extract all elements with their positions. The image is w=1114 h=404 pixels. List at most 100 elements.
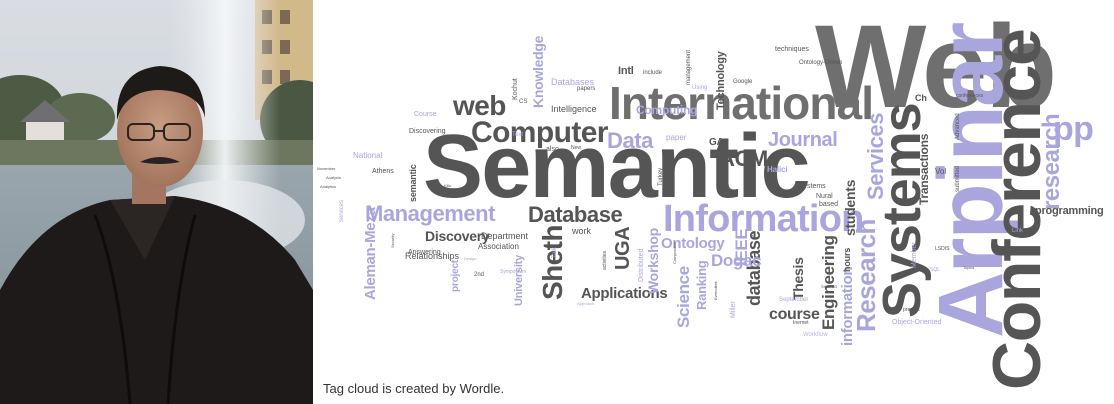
word-ontology-driven: Ontology-Driven: [799, 60, 843, 66]
word-2nd: 2nd: [474, 272, 485, 278]
word-national: National: [353, 151, 383, 160]
word-also: also: [546, 146, 559, 153]
word-management: Management: [365, 201, 496, 226]
word-techniques: techniques: [775, 46, 809, 53]
word-students: students: [842, 179, 858, 236]
word-computing: Computing: [636, 103, 698, 117]
word-analysis: Analysis: [326, 175, 341, 180]
word-data: Data: [607, 128, 653, 153]
word-security: Security: [390, 233, 395, 248]
word-programming: programming: [1035, 205, 1104, 217]
word-approach: Approach: [577, 301, 595, 306]
tag-cloud: Web Semantic Arpinar Conference Systems …: [313, 0, 1114, 404]
word-research-mid: Research: [851, 219, 881, 332]
word-new: New: [571, 145, 582, 151]
word-computer: Computer: [471, 116, 608, 149]
word-ontology: Ontology: [661, 235, 725, 252]
word-distributed: Distributed: [638, 248, 645, 282]
word-analytics: Analytics: [320, 184, 337, 189]
word-technology: Technology: [715, 51, 727, 110]
word-lsdis: LSDIS: [935, 246, 950, 252]
word-services-small: services: [339, 199, 345, 222]
word-aleman-meza: Aleman-Meza: [362, 207, 379, 300]
word-discovering: Discovering: [409, 128, 446, 135]
word-ranking: Ranking: [694, 260, 709, 310]
word-acm: ACM: [719, 146, 768, 171]
word-present: present: [903, 307, 920, 313]
word-dogac: Dogac: [711, 251, 762, 270]
word-kilic: Kilic: [444, 183, 452, 188]
word-applications: Applications: [581, 285, 668, 302]
word-uga: UGA: [612, 226, 634, 270]
portrait-photo-image: [0, 0, 313, 404]
word-databases: Databases: [551, 77, 595, 87]
word-include: include: [643, 70, 663, 76]
word-athens: Athens: [372, 168, 394, 175]
word-inernet: Inernet: [793, 320, 809, 326]
word-research-right: research: [1038, 113, 1065, 210]
word-activities: activities: [602, 250, 608, 270]
word-discovery: Discovery: [425, 228, 490, 244]
word-web-large: Web: [815, 1, 1057, 133]
word-workshop: Workshop: [645, 228, 661, 294]
word-nural: Nural: [816, 193, 833, 200]
word-halici: Halici: [767, 165, 788, 174]
word-journal: Journal: [768, 129, 838, 151]
word-google: Google: [733, 79, 753, 85]
word-web-small: web: [453, 90, 506, 121]
word-conferences: conferences: [956, 93, 984, 99]
word-september: September: [779, 297, 809, 303]
word-link: Link: [1012, 228, 1024, 234]
word-course: course: [769, 306, 820, 323]
word-sigmod: SIGMOD: [821, 284, 838, 289]
word-semantic-small: semantic: [408, 164, 418, 202]
word-course-small: Course: [414, 111, 437, 118]
word-intelligence: Intelligence: [551, 104, 597, 114]
caption: Tag cloud is created by Wordle.: [323, 381, 505, 396]
word-ieee: IEEE: [732, 228, 751, 266]
word-talk: Talk: [552, 247, 558, 258]
word-composition: Composition: [672, 241, 677, 264]
word-university: University: [513, 255, 525, 306]
word-ga: GA: [709, 137, 724, 148]
word-answering: Answering: [408, 249, 441, 256]
word-engineering: Engineering: [819, 235, 838, 331]
word-miller: Miller: [730, 301, 737, 318]
word-semantic: Semantic: [423, 117, 811, 217]
word-systems-small: systems: [800, 183, 826, 190]
word-object-oriented: Object-Oriented: [892, 319, 942, 326]
word-cs: CS: [519, 99, 528, 105]
word-services: Services: [863, 112, 888, 200]
word-workflow: Workflow: [803, 332, 828, 338]
word-thesis: Thesis: [790, 257, 806, 300]
word-may: May: [750, 230, 755, 238]
word-november: November: [317, 166, 336, 171]
word-based: based: [819, 201, 839, 208]
word-kochut: Kochut: [512, 78, 519, 100]
portrait-photo: [0, 0, 313, 404]
word-department: Department: [481, 231, 529, 241]
word-vol: Vol: [935, 167, 947, 176]
word-turkey: Turkey: [658, 167, 664, 186]
word-ch: Ch: [915, 93, 927, 103]
word-hours: hours: [842, 247, 852, 272]
word-work: work: [572, 226, 592, 236]
word-sheth: Sheth: [537, 225, 568, 300]
word-paper: paper: [666, 133, 687, 142]
word-pp: pp: [1053, 110, 1094, 148]
word-submitted: submitted: [955, 165, 961, 192]
word-relationships: Relationships: [405, 251, 460, 261]
word-member: Member: [911, 242, 918, 268]
word-intl: Intl: [618, 65, 634, 77]
word-database: Database: [528, 202, 623, 227]
word-design: Design: [464, 256, 477, 261]
word-international: International: [609, 77, 874, 129]
word-transactions: Transactions: [917, 133, 931, 205]
word-knowledge: Knowledge: [530, 35, 546, 108]
word-symposium: Symposium: [500, 269, 527, 275]
word-science: Science: [674, 266, 693, 328]
word-information: Information: [663, 198, 864, 240]
word-evrendilek: Evrendilek: [713, 281, 718, 300]
word-text: Text: [512, 132, 524, 138]
